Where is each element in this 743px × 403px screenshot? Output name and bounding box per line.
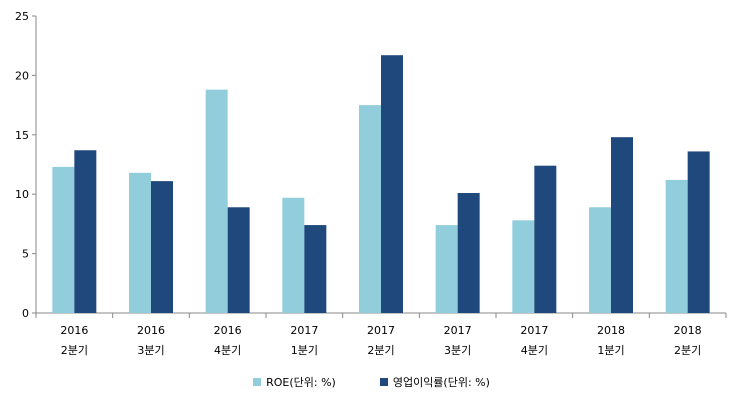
x-tick-label-year: 2017 bbox=[444, 324, 472, 337]
x-tick-label-year: 2017 bbox=[290, 324, 318, 337]
x-tick-label-year: 2017 bbox=[520, 324, 548, 337]
bar-operating-margin bbox=[151, 181, 173, 313]
x-tick-label-quarter: 2분기 bbox=[367, 344, 394, 357]
bar-roe bbox=[589, 207, 611, 313]
x-tick-label-quarter: 1분기 bbox=[291, 344, 318, 357]
bar-roe bbox=[665, 179, 688, 313]
x-tick-label-quarter: 3분기 bbox=[137, 344, 164, 357]
bar-roe bbox=[205, 89, 228, 313]
bar-operating-margin bbox=[227, 207, 250, 313]
x-tick-label-year: 2018 bbox=[674, 324, 702, 337]
bar-operating-margin bbox=[534, 165, 557, 313]
bar-roe bbox=[129, 172, 151, 313]
y-tick-label: 25 bbox=[15, 10, 29, 23]
bar-operating-margin bbox=[687, 151, 710, 313]
legend-swatch-roe bbox=[253, 378, 262, 386]
bar-roe bbox=[282, 197, 305, 313]
y-tick-label: 10 bbox=[15, 188, 29, 201]
y-tick-label: 0 bbox=[22, 307, 29, 320]
bar-operating-margin bbox=[611, 137, 633, 313]
tick-labels: 0 5 10 15 20 25 2016 2분기 2016 3분기 2016 4분기 2017 1분기 20… bbox=[15, 10, 702, 357]
x-tick-label-quarter: 4분기 bbox=[521, 344, 548, 357]
bar-roe bbox=[435, 225, 458, 313]
x-tick-label-year: 2016 bbox=[137, 324, 165, 337]
bar-operating-margin bbox=[304, 225, 327, 313]
x-tick-label-quarter: 1분기 bbox=[597, 344, 624, 357]
bar-roe bbox=[512, 220, 535, 313]
legend: ROE(단위: %) 영업이익률(단위: %) bbox=[0, 372, 743, 392]
x-tick-label-quarter: 4분기 bbox=[214, 344, 241, 357]
bar-roe bbox=[359, 105, 381, 313]
x-tick-label-year: 2017 bbox=[367, 324, 395, 337]
legend-item-operating-margin: 영업이익률(단위: %) bbox=[379, 374, 490, 390]
x-tick-label-year: 2016 bbox=[214, 324, 242, 337]
bar-roe bbox=[52, 166, 75, 313]
legend-label-operating-margin: 영업이익률(단위: %) bbox=[392, 376, 490, 389]
legend-item-roe: ROE(단위: %) bbox=[253, 374, 336, 390]
legend-label-roe: ROE(단위: %) bbox=[266, 376, 336, 389]
bar-operating-margin bbox=[74, 150, 97, 313]
x-tick-label-year: 2018 bbox=[597, 324, 625, 337]
x-tick-label-quarter: 3분기 bbox=[444, 344, 471, 357]
bar-operating-margin bbox=[457, 193, 480, 313]
y-tick-label: 5 bbox=[22, 248, 29, 261]
y-tick-label: 15 bbox=[15, 129, 29, 142]
bars bbox=[52, 55, 710, 313]
legend-swatch-operating-margin bbox=[379, 378, 388, 386]
x-tick-label-quarter: 2분기 bbox=[61, 344, 88, 357]
bar-operating-margin bbox=[381, 55, 403, 313]
x-tick-label-quarter: 2분기 bbox=[674, 344, 701, 357]
x-tick-label-year: 2016 bbox=[60, 324, 88, 337]
y-tick-label: 20 bbox=[15, 69, 29, 82]
